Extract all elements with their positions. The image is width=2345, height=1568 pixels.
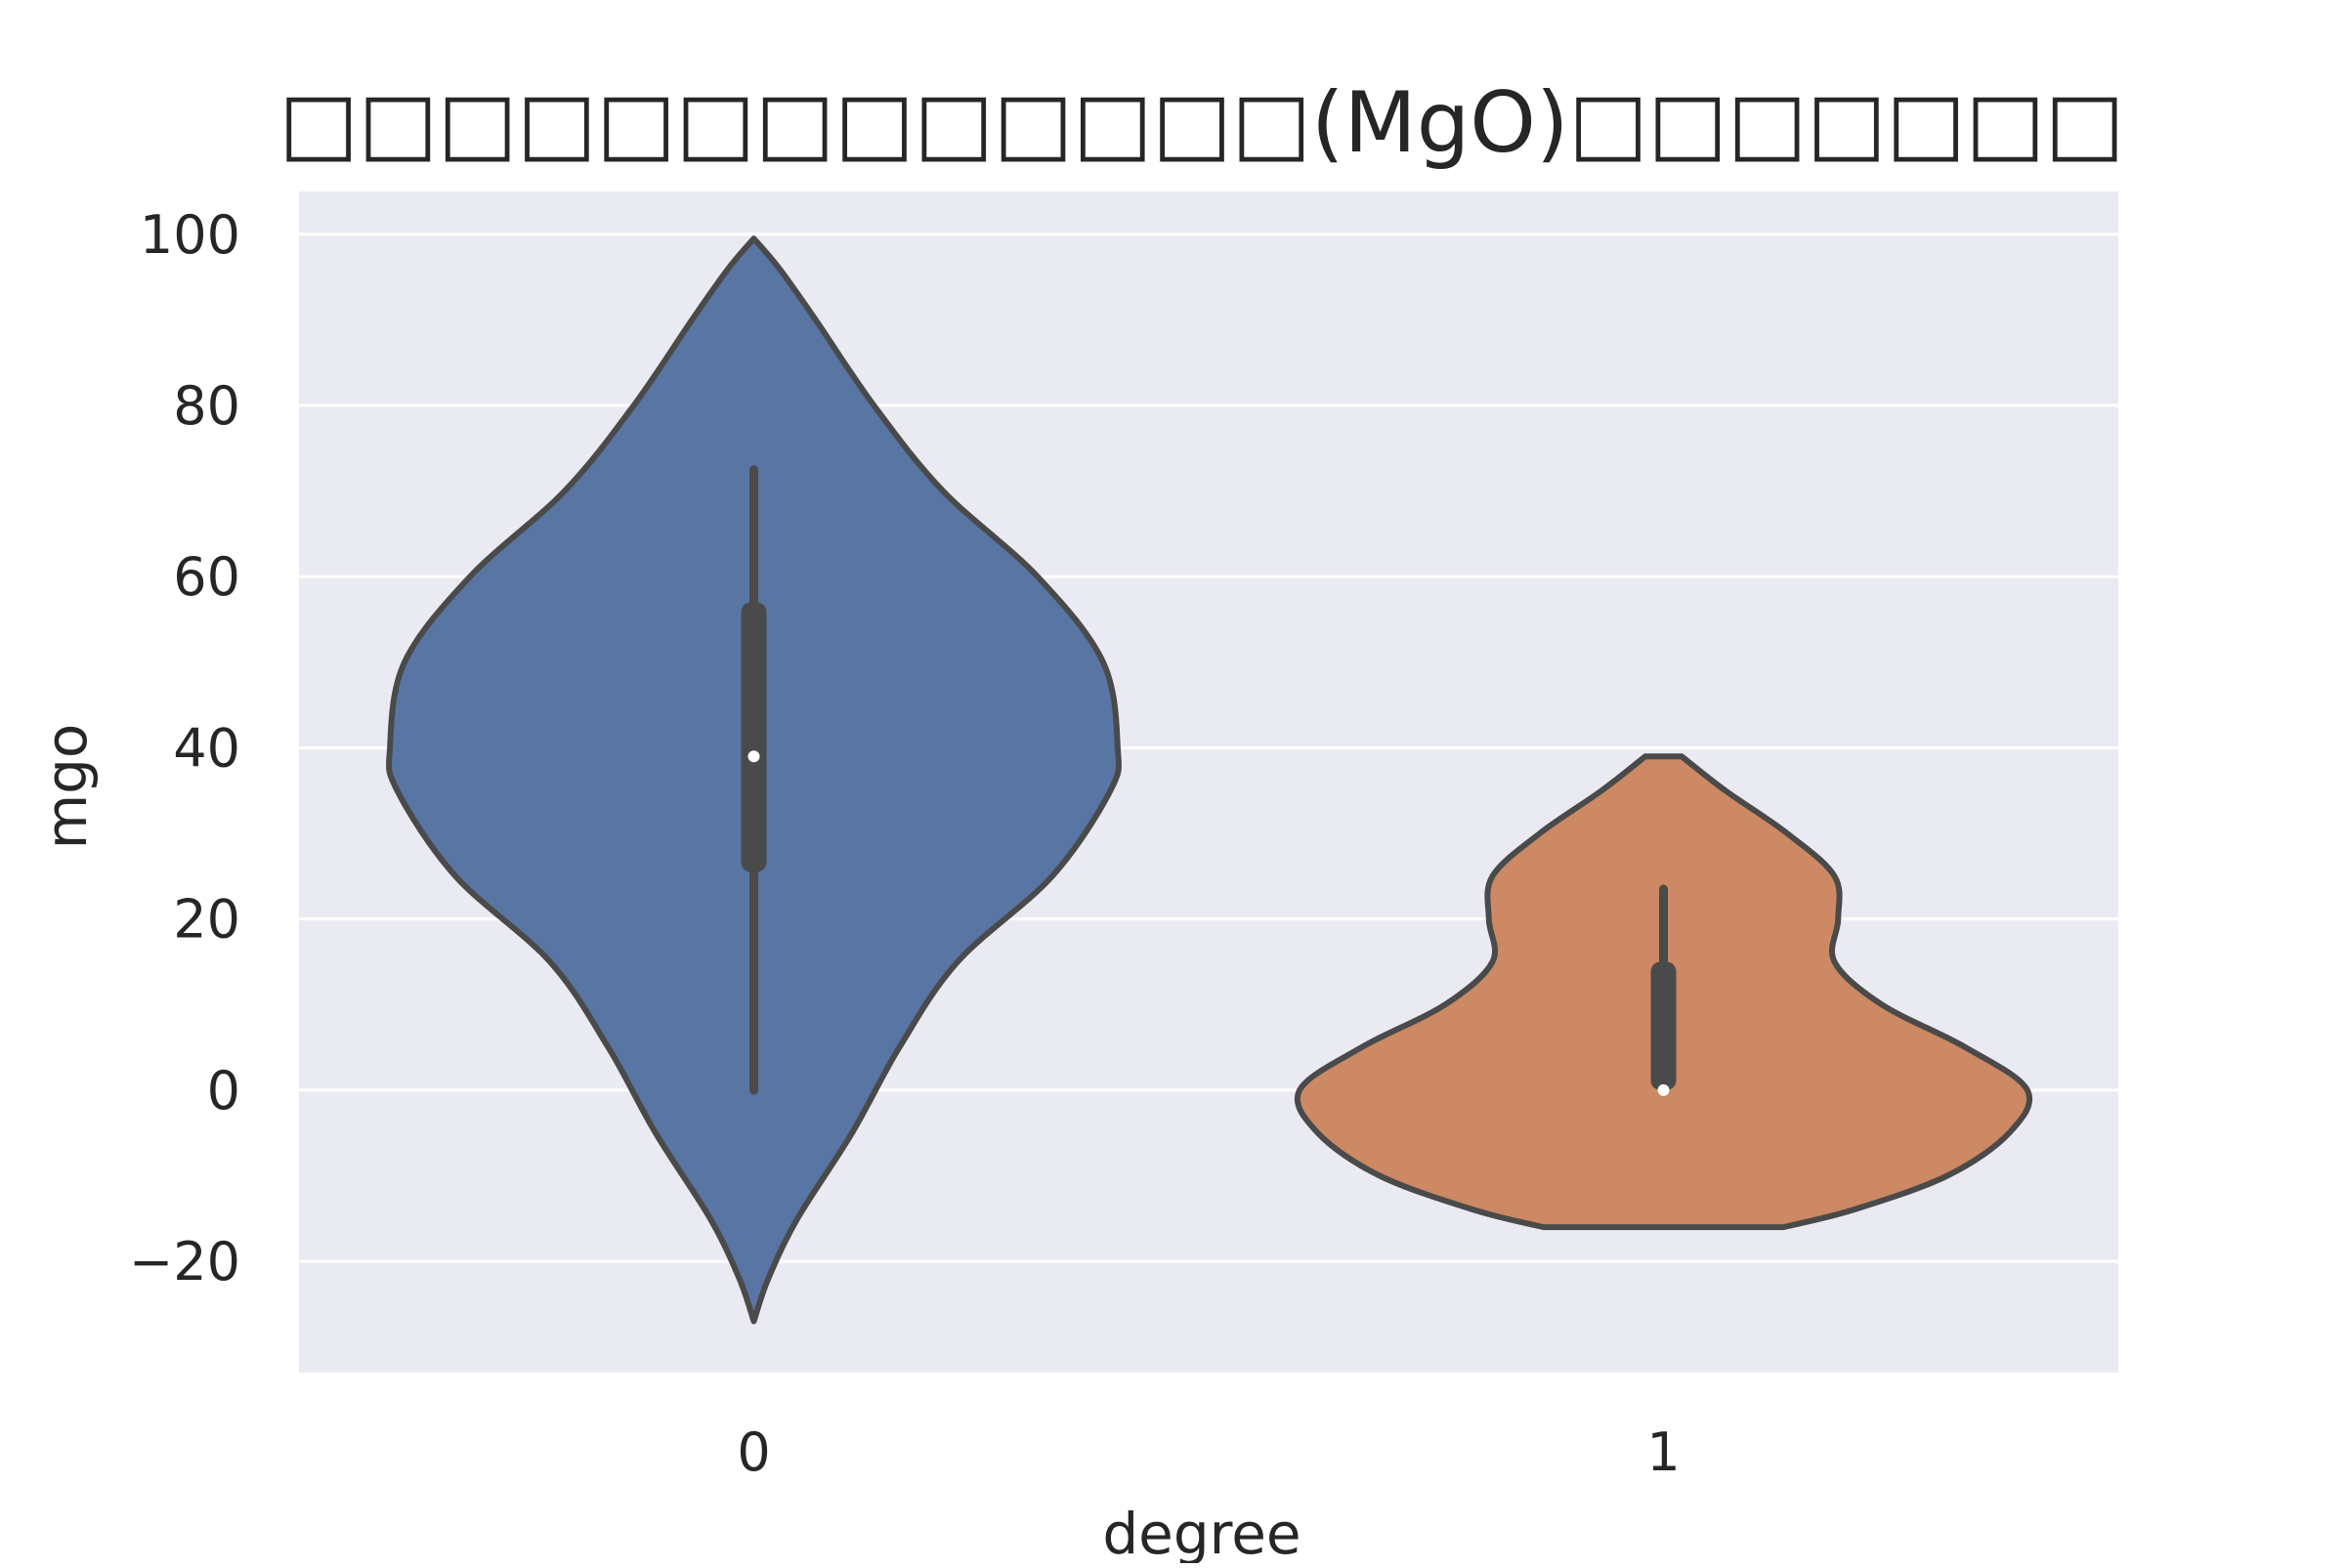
violin-1 bbox=[1294, 753, 2033, 1231]
y-tick-label: 20 bbox=[173, 889, 240, 951]
y-tick-label: −20 bbox=[129, 1231, 240, 1293]
chart-title: □□□□□□□□□□□□□(MgO)□□□□□□□ bbox=[279, 74, 2125, 172]
violin-median-point bbox=[1657, 1083, 1670, 1096]
y-tick-labels: 100 80 60 40 20 0 −20 bbox=[129, 204, 240, 1293]
y-axis-label: mgo bbox=[33, 724, 100, 850]
violins bbox=[385, 235, 2033, 1325]
y-tick-label: 60 bbox=[173, 546, 240, 608]
violin-iqr-box bbox=[741, 602, 767, 872]
y-tick-label: 100 bbox=[140, 204, 240, 266]
violin-0 bbox=[385, 235, 1123, 1325]
x-tick-label: 0 bbox=[737, 1421, 770, 1483]
y-tick-label: 80 bbox=[173, 375, 240, 437]
x-tick-label: 1 bbox=[1646, 1421, 1680, 1483]
x-axis-label: degree bbox=[1102, 1501, 1300, 1563]
violin-median-point bbox=[747, 750, 760, 763]
y-tick-label: 0 bbox=[207, 1060, 240, 1122]
y-tick-label: 40 bbox=[173, 717, 240, 779]
violin-iqr-box bbox=[1650, 961, 1677, 1090]
